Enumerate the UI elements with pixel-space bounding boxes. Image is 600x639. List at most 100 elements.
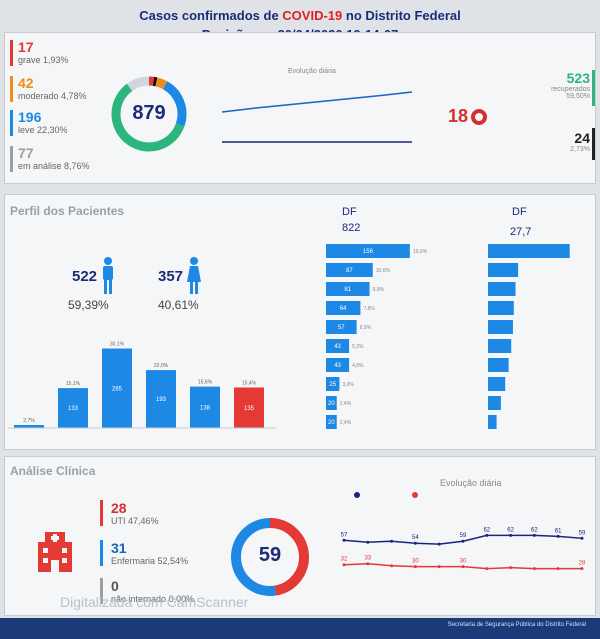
- donut-slice: [111, 83, 185, 152]
- df-left-total: 822: [342, 222, 361, 234]
- recovered-stat[interactable]: 523 recuperados 59,50%: [520, 70, 590, 100]
- hbar: [488, 263, 519, 277]
- nao-label: não internado: [111, 594, 167, 604]
- evolucao-top-chart[interactable]: [216, 80, 416, 170]
- series-point-label: 57: [341, 532, 348, 538]
- df-right-total: 27,7: [510, 226, 532, 238]
- other-bar: [592, 128, 595, 160]
- donut-slice: [269, 518, 309, 596]
- series-point: [532, 567, 536, 571]
- series-point: [390, 539, 394, 543]
- uti-label: UTI: [111, 516, 126, 526]
- enf-count: 31: [111, 540, 127, 556]
- series-point: [437, 542, 441, 546]
- nao-stat[interactable]: 0 não internado 0,00%: [100, 578, 194, 604]
- severity-item[interactable]: 196 leve 22,30%: [10, 110, 68, 136]
- uti-count: 28: [111, 500, 127, 516]
- hbar: [326, 415, 337, 429]
- age-bar-pct: 15,6%: [198, 380, 213, 386]
- recovered-bar: [592, 70, 595, 106]
- hbar-value: 156: [363, 249, 374, 255]
- hbar: [326, 320, 357, 334]
- series-point: [509, 566, 513, 570]
- severity-count: 196: [18, 109, 42, 125]
- hbar-pct: 5,2%: [352, 344, 364, 350]
- age-bar: [58, 388, 88, 428]
- age-bar-value: 133: [68, 406, 79, 412]
- severity-color-bar: [10, 146, 13, 172]
- hbar-value: 87: [346, 268, 353, 274]
- perfil-title: Perfil dos Pacientes: [10, 204, 125, 218]
- deaths-icon: [471, 108, 488, 125]
- severity-item[interactable]: 77 em análise 8,76%: [10, 146, 90, 172]
- enf-label: Enfermaria: [111, 556, 156, 566]
- clinical-donut[interactable]: [228, 510, 312, 604]
- severity-count: 77: [18, 145, 34, 161]
- recovered-count: 523: [566, 70, 590, 86]
- hbar: [488, 377, 506, 391]
- hospital-icon: [38, 532, 72, 572]
- series-point: [437, 565, 441, 569]
- series-point-label: 59: [579, 530, 586, 536]
- hbar: [326, 282, 370, 296]
- legend-red-dot: [412, 492, 418, 498]
- hbar-value: 43: [334, 363, 341, 369]
- analise-title: Análise Clínica: [10, 464, 96, 478]
- hbar-value: 64: [340, 306, 347, 312]
- donut-slice: [162, 81, 187, 127]
- hbar: [488, 396, 501, 410]
- nao-pct: 0,00%: [168, 594, 195, 604]
- series-point-label: 30: [412, 559, 419, 565]
- uti-stat[interactable]: 28 UTI 47,46%: [100, 500, 159, 526]
- male-count: 522: [72, 268, 98, 285]
- hbar: [488, 282, 516, 296]
- age-bar-chart[interactable]: 2,7% 15,1% 133 30,1% 265 22,0% 193 15,6% 138 15,4…: [8, 336, 278, 446]
- series-point-label: 62: [507, 527, 514, 533]
- other-pct: 2,73%: [570, 146, 590, 153]
- evolucao-bottom-chart[interactable]: 57 54 59 62 62 62 61 59 32 33 30 30 28: [340, 500, 590, 596]
- hbar-value: 57: [338, 325, 345, 331]
- female-icon: [187, 257, 201, 294]
- uti-pct: 47,46%: [128, 516, 159, 526]
- donut-slice: [155, 77, 168, 90]
- summary-panel: [4, 32, 596, 184]
- enf-stat[interactable]: 31 Enfermaria 52,54%: [100, 540, 188, 566]
- severity-color-bar: [10, 40, 13, 66]
- severity-item[interactable]: 42 moderado 4,78%: [10, 76, 87, 102]
- hbar: [326, 263, 373, 277]
- df-right-bar-chart[interactable]: [488, 244, 588, 438]
- series-point: [580, 536, 584, 540]
- hbar-pct: 7,8%: [363, 306, 375, 312]
- severity-color-bar: [10, 76, 13, 102]
- hbar-pct: 10,6%: [376, 268, 391, 274]
- severity-label: leve 22,30%: [18, 125, 68, 135]
- hbar-pct: 4,8%: [352, 363, 364, 369]
- other-stat[interactable]: 24 2,73%: [520, 130, 590, 153]
- total-cases-donut[interactable]: [108, 66, 190, 162]
- series-point: [461, 539, 465, 543]
- recovered-pct: 59,50%: [566, 93, 590, 100]
- other-count: 24: [574, 130, 590, 146]
- evolucao-bottom-title: Evolução diária: [440, 478, 502, 488]
- hbar: [326, 301, 361, 315]
- df-left-bar-chart[interactable]: 156 19,0% 87 10,6% 81 9,9% 64 7,8% 57 6,9% 43 5,2% 4…: [326, 244, 446, 438]
- age-bar: [102, 348, 132, 428]
- recovered-label: recuperados: [551, 86, 590, 93]
- hbar: [488, 339, 512, 353]
- page-title: Casos confirmados de COVID-19 no Distrit…: [139, 8, 461, 23]
- severity-label: grave 1,93%: [18, 55, 69, 65]
- series-point: [556, 567, 560, 571]
- hbar-pct: 3,0%: [342, 382, 354, 388]
- uti-bar: [100, 500, 103, 526]
- enf-pct: 52,54%: [157, 556, 189, 566]
- series-point: [556, 534, 560, 538]
- severity-item[interactable]: 17 grave 1,93%: [10, 40, 69, 66]
- age-bar: [234, 387, 264, 428]
- series-point-label: 54: [412, 535, 419, 541]
- hbar: [488, 320, 513, 334]
- series-point: [485, 533, 489, 537]
- female-pct: 40,61%: [158, 298, 199, 312]
- deaths-stat[interactable]: 18: [448, 106, 488, 127]
- age-bar-pct: 15,4%: [242, 381, 257, 387]
- hbar-pct: 9,9%: [373, 287, 385, 293]
